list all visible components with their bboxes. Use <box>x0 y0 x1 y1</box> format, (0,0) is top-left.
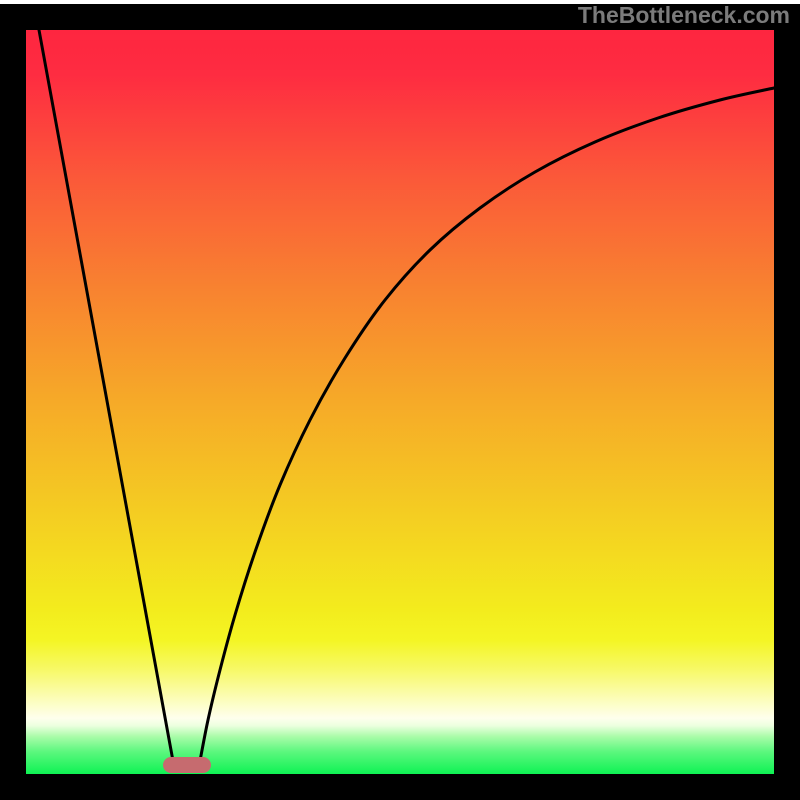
plot-area <box>26 30 774 774</box>
optimal-marker <box>163 757 211 773</box>
bottleneck-chart <box>0 0 800 800</box>
watermark-text: TheBottleneck.com <box>578 2 790 29</box>
chart-container: TheBottleneck.com <box>0 0 800 800</box>
